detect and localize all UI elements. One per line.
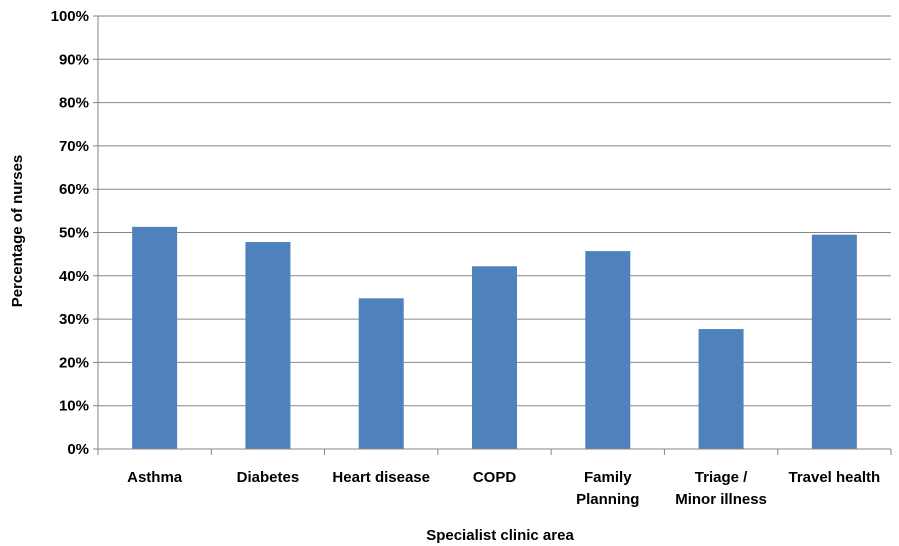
y-tick-label: 0% bbox=[67, 441, 89, 458]
x-tick-label: Travel health bbox=[788, 469, 880, 486]
y-tick-label: 20% bbox=[59, 354, 89, 371]
y-tick-label: 50% bbox=[59, 225, 89, 242]
bar bbox=[132, 226, 178, 449]
bar bbox=[245, 242, 291, 449]
x-tick-label: Asthma bbox=[127, 469, 183, 486]
y-tick-labels: 0% 10% 20% 30% 40% 50% 60% 70% 80% 90% 100% bbox=[51, 8, 89, 458]
x-tick-labels: Asthma Diabetes Heart disease COPD Family Pla… bbox=[127, 469, 880, 508]
y-tick-label: 100% bbox=[51, 8, 89, 25]
x-axis-title: Specialist clinic area bbox=[426, 527, 574, 544]
bars bbox=[132, 226, 857, 449]
x-tick-label: Triage / Minor illness bbox=[675, 469, 767, 508]
bar bbox=[472, 266, 517, 449]
x-tick-label: Family Planning bbox=[576, 469, 639, 508]
x-tick-label: Diabetes bbox=[237, 469, 300, 486]
x-tick-label: Heart disease bbox=[332, 469, 430, 486]
bar bbox=[358, 298, 404, 449]
y-axis-title: Percentage of nurses bbox=[9, 155, 26, 308]
y-tick-label: 10% bbox=[59, 398, 89, 415]
gridlines bbox=[98, 15, 891, 407]
axes bbox=[93, 15, 892, 455]
x-tick-label: COPD bbox=[473, 469, 517, 486]
bar bbox=[698, 329, 744, 449]
bar bbox=[811, 234, 857, 449]
y-tick-label: 90% bbox=[59, 51, 89, 68]
y-tick-label: 60% bbox=[59, 181, 89, 198]
bar bbox=[585, 251, 631, 449]
y-tick-label: 30% bbox=[59, 311, 89, 328]
y-tick-label: 70% bbox=[59, 138, 89, 155]
y-tick-label: 80% bbox=[59, 95, 89, 112]
y-tick-label: 40% bbox=[59, 268, 89, 285]
